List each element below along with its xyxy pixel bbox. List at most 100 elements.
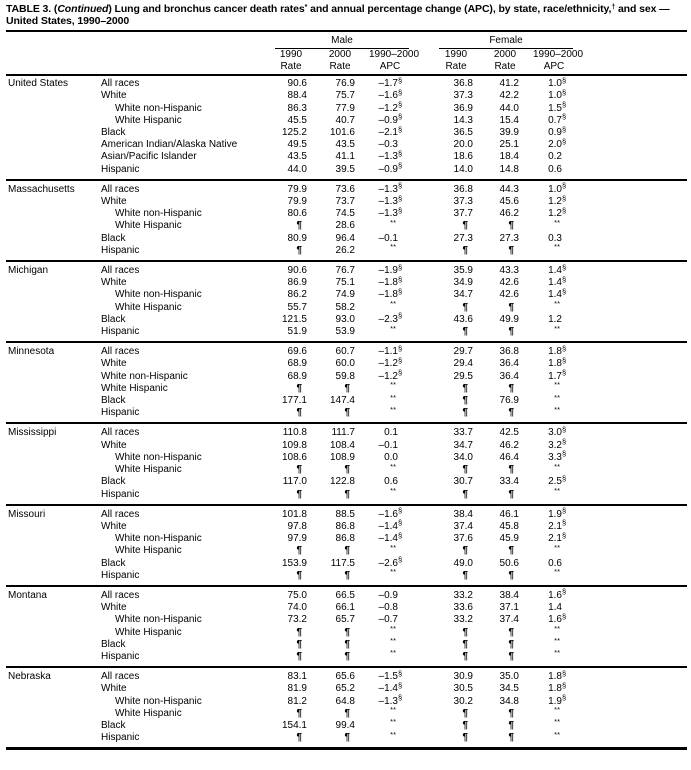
column-gap xyxy=(411,503,425,521)
female-2000-rate-suppressed: ¶ xyxy=(508,545,514,557)
female-group-header: Female xyxy=(425,29,575,50)
female-2000-rate-suppressed: ¶ xyxy=(508,569,514,581)
state-section: Missouri All races 101.8 88.5 –1.6§ 38.4 46.1 1… xyxy=(6,503,687,586)
row-filler xyxy=(575,139,687,151)
female-apc: 0.3 xyxy=(548,232,562,244)
race-label: White xyxy=(101,602,127,614)
male-apc: –1.7§ xyxy=(378,75,403,90)
male-2000-rate: 76.9 xyxy=(335,78,355,90)
race-label: White non-Hispanic xyxy=(115,289,202,301)
apc-suppressed-marker: ** xyxy=(554,242,560,252)
male-1990-rate: 80.9 xyxy=(287,232,307,244)
male-apc: –1.2§ xyxy=(378,368,403,382)
race-label: White xyxy=(101,90,127,102)
apc-suppressed-marker: ** xyxy=(390,729,396,739)
table-row: White 97.8 86.8 –1.4§ 37.4 45.8 2.1§ xyxy=(6,519,687,533)
female-1990-rate: 35.9 xyxy=(425,260,477,278)
column-gap xyxy=(411,584,425,603)
apc-suppressed-marker: ** xyxy=(390,486,396,495)
female-1990-rate: 29.5 xyxy=(453,370,473,382)
female-2000-rate: 39.9 xyxy=(499,127,519,139)
male-1990-rate-suppressed: ¶ xyxy=(296,732,302,744)
male-1990-rate: 177.1 xyxy=(281,395,307,407)
state-label: Michigan xyxy=(6,260,101,343)
row-filler xyxy=(575,341,687,359)
male-2000-rate: 75.7 xyxy=(335,90,355,102)
race-label: Hispanic xyxy=(101,407,140,419)
male-1990-rate: 97.9 xyxy=(287,533,307,545)
male-2000-rate: 39.5 xyxy=(335,163,355,175)
race-label: White non-Hispanic xyxy=(101,370,188,382)
race-label: All races xyxy=(101,422,261,440)
table-row: White Hispanic ¶ ¶ ** ¶ ¶ ** xyxy=(6,625,687,639)
male-apc: ** xyxy=(359,406,411,423)
female-1990-col-header: 1990 Rate xyxy=(425,49,477,77)
col-label: Rate xyxy=(329,60,351,72)
female-1990-rate-suppressed: ¶ xyxy=(462,464,468,476)
table-row: White non-Hispanic 81.2 64.8 –1.3§ 30.2 34.8 1… xyxy=(6,694,687,708)
male-apc: –1.3§ xyxy=(378,193,403,208)
row-filler xyxy=(575,326,687,342)
female-1990-rate: 36.8 xyxy=(425,178,477,197)
male-apc: –0.3 xyxy=(378,139,398,151)
female-apc: 3.3§ xyxy=(548,449,567,463)
table-row: White 68.9 60.0 –1.2§ 29.4 36.4 1.8§ xyxy=(6,357,687,370)
column-gap xyxy=(411,127,425,139)
female-2000-col-header: 2000 Rate xyxy=(477,49,523,77)
male-2000-rate: 117.5 xyxy=(330,557,355,569)
female-2000-rate: 14.8 xyxy=(499,163,519,175)
state-label: Massachusetts xyxy=(6,178,101,262)
female-2000-rate: 42.6 xyxy=(499,289,519,301)
male-2000-rate: 73.7 xyxy=(335,196,355,208)
male-1990-rate: 90.6 xyxy=(287,78,307,90)
female-apc: 0.6 xyxy=(548,557,562,569)
female-2000-rate-suppressed: ¶ xyxy=(508,707,514,719)
male-1990-rate-suppressed: ¶ xyxy=(296,220,302,232)
row-filler xyxy=(575,383,687,395)
male-apc: ** xyxy=(359,381,411,395)
race-label: White non-Hispanic xyxy=(115,451,202,463)
table-row: White non-Hispanic 68.9 59.8 –1.2§ 29.5 36.4 1… xyxy=(6,368,687,383)
male-1990-rate: 125.2 xyxy=(281,127,307,139)
col-label: Rate xyxy=(494,60,516,72)
male-apc: ** xyxy=(359,729,411,749)
male-1990-rate-suppressed: ¶ xyxy=(296,464,302,476)
column-gap xyxy=(411,29,425,50)
title-text: Continued xyxy=(57,3,109,15)
table-row: White Hispanic 55.7 58.2 ** ¶ ¶ ** xyxy=(6,300,687,314)
race-label: Hispanic xyxy=(101,163,140,175)
column-gap xyxy=(411,476,425,488)
table-row: Hispanic 44.0 39.5 –0.9§ 14.0 14.8 0.6 xyxy=(6,162,687,180)
female-apc: ** xyxy=(523,462,575,476)
race-label: All races xyxy=(101,584,261,603)
male-2000-rate: 86.8 xyxy=(335,520,355,532)
row-filler xyxy=(575,584,687,603)
table-row: White 86.9 75.1 –1.8§ 34.9 42.6 1.4§ xyxy=(6,276,687,289)
male-2000-rate: 59.8 xyxy=(335,370,355,382)
female-1990-rate-suppressed: ¶ xyxy=(462,707,468,719)
male-2000-rate: 147.4 xyxy=(329,395,355,407)
female-2000-rate: 15.4 xyxy=(499,114,519,126)
apc-suppressed-marker: ** xyxy=(390,717,396,727)
male-1990-rate: 117.0 xyxy=(282,476,307,488)
female-apc: 1.8§ xyxy=(523,341,575,359)
female-2000-rate-suppressed: ¶ xyxy=(508,326,514,338)
male-2000-rate-suppressed: ¶ xyxy=(344,650,350,662)
female-apc: 1.2 xyxy=(548,313,562,325)
male-apc: ** xyxy=(359,706,411,720)
male-2000-rate: 108.4 xyxy=(329,439,355,451)
title-text: and sex — United States, 1990–2000 xyxy=(6,3,670,27)
column-gap xyxy=(411,602,425,614)
apc-suppressed-marker: ** xyxy=(554,705,560,715)
female-1990-rate: 29.4 xyxy=(453,358,473,370)
female-1990-rate: 37.3 xyxy=(453,196,473,208)
male-apc: ** xyxy=(359,568,411,586)
male-1990-rate: 75.0 xyxy=(261,584,311,603)
footnote-marker: * xyxy=(304,4,308,11)
table-row: White 79.9 73.7 –1.3§ 37.3 45.6 1.2§ xyxy=(6,193,687,208)
female-2000-rate: 38.4 xyxy=(477,584,523,603)
female-apc: 1.4 xyxy=(548,602,562,614)
male-apc: ** xyxy=(359,717,411,732)
female-2000-rate: 45.8 xyxy=(499,520,519,532)
col-label: APC xyxy=(379,60,401,72)
